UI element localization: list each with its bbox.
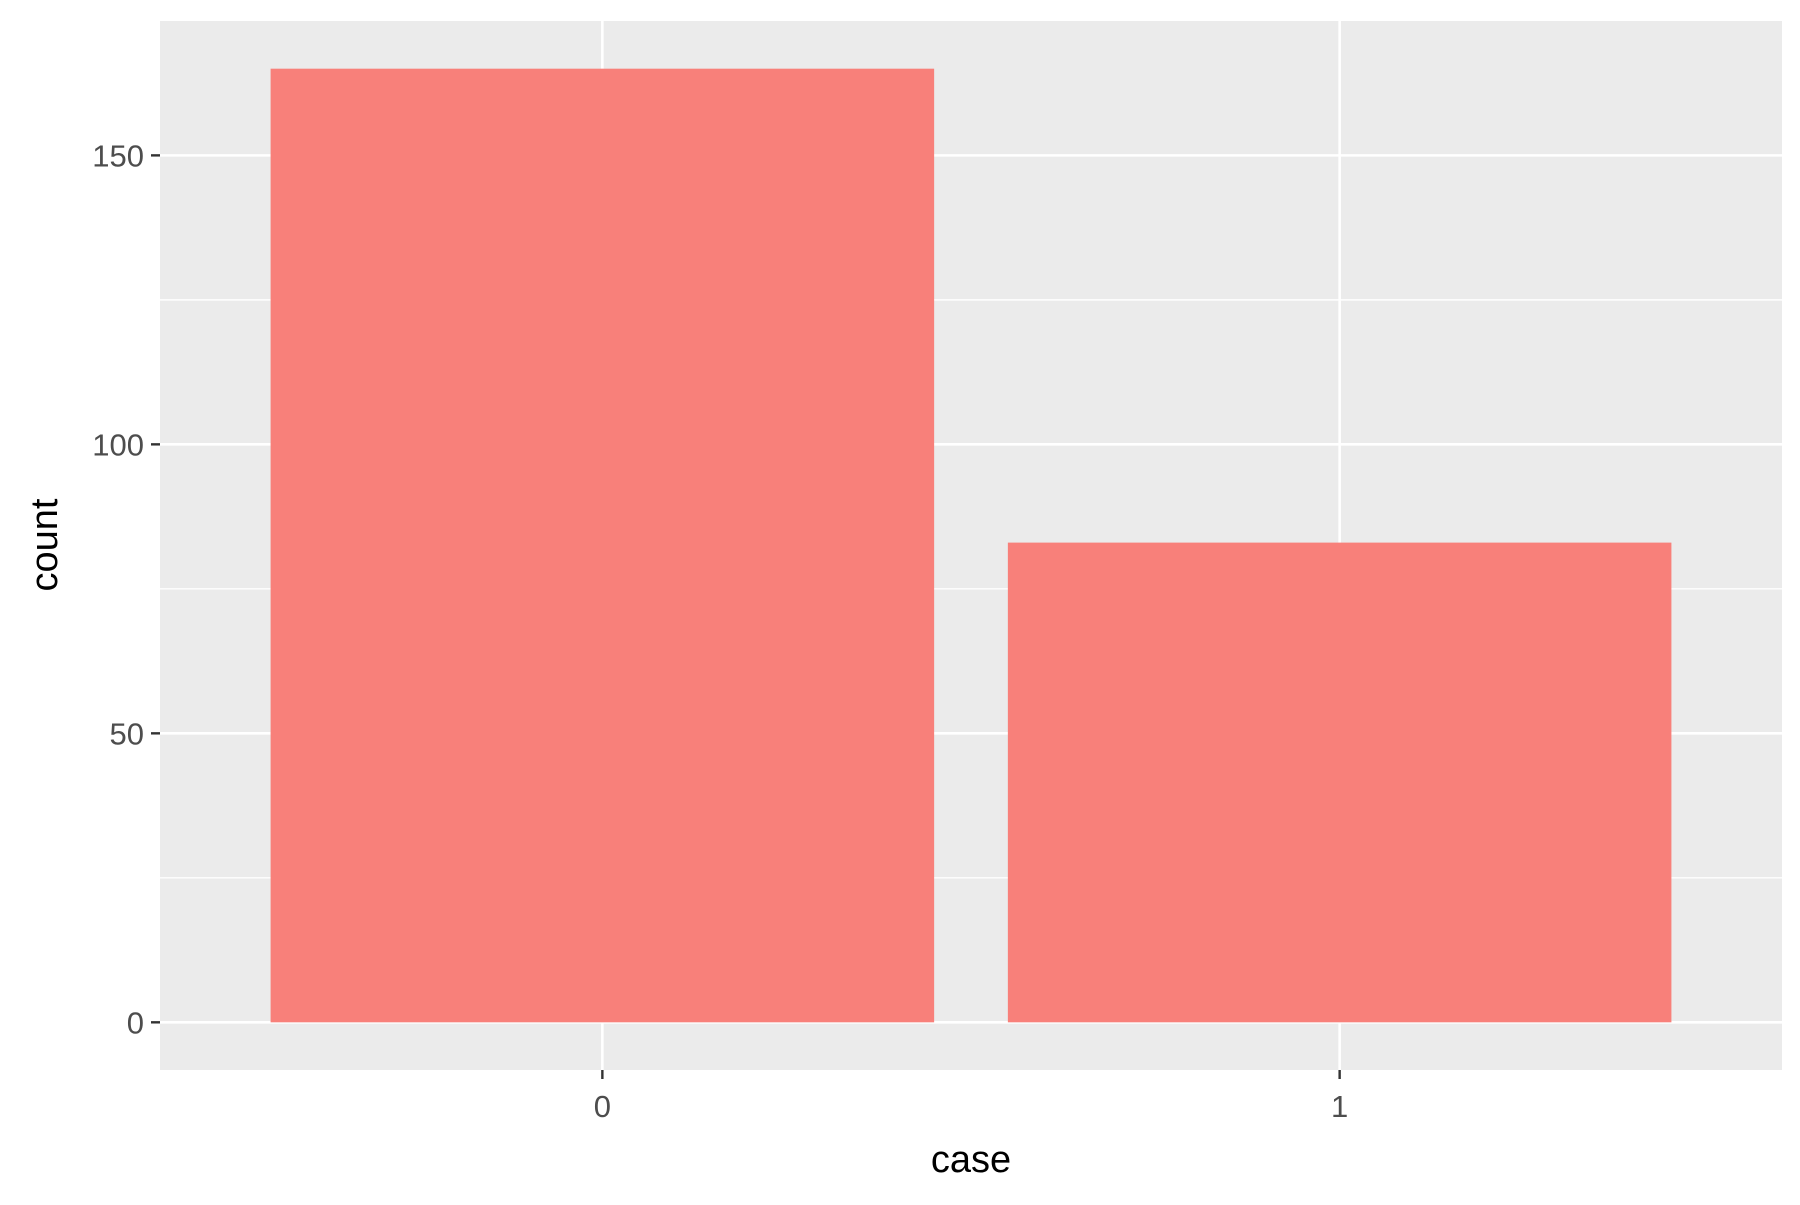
bars — [270, 68, 1672, 1023]
y-axis-title: count — [24, 498, 66, 591]
y-tick-label: 150 — [92, 138, 144, 173]
y-tick-label: 0 — [127, 1005, 144, 1040]
bar-0 — [270, 68, 935, 1023]
x-axis-title: case — [931, 1139, 1011, 1181]
y-tick-label: 100 — [92, 427, 144, 462]
x-tick-label: 0 — [594, 1089, 611, 1124]
y-axis: 0 50 100 150 — [92, 138, 160, 1040]
x-tick-label: 1 — [1331, 1089, 1348, 1124]
bar-1 — [1007, 542, 1672, 1023]
y-tick-label: 50 — [110, 716, 144, 751]
